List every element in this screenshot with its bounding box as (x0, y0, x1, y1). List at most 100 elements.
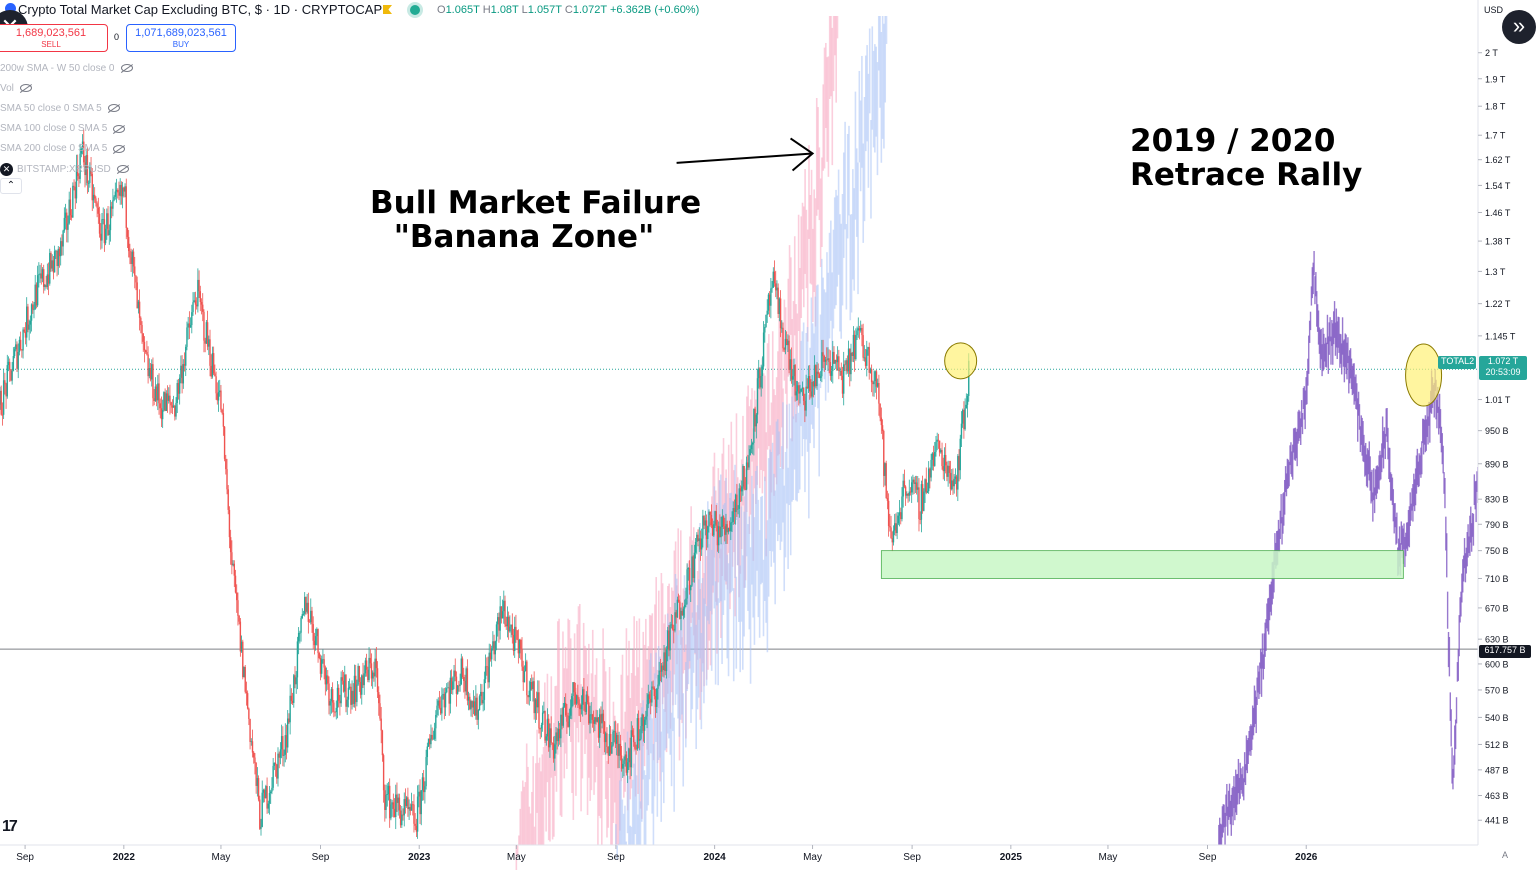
price-tick-label: 890 B (1485, 459, 1509, 469)
candle-body (358, 665, 361, 682)
candle-body (45, 285, 47, 287)
candle-body (850, 352, 852, 375)
annotation-retrace-rally[interactable]: 2019 / 2020 Retrace Rally (1130, 124, 1362, 192)
eye-hidden-icon[interactable] (113, 124, 126, 133)
candle-body (656, 688, 658, 707)
candle-body (164, 392, 166, 412)
candle-body (16, 344, 18, 369)
candle-body (900, 512, 902, 520)
candle-body (586, 694, 589, 703)
candle-body (739, 488, 742, 492)
candle-body (59, 241, 62, 257)
annotation-banana-zone[interactable]: Bull Market Failure "Banana Zone" (370, 186, 701, 254)
candle-body (891, 538, 893, 543)
candle-body (537, 692, 539, 708)
candle-body (597, 717, 600, 738)
indicator-row[interactable]: SMA 100 close 0 SMA 5 (0, 119, 133, 139)
buy-button[interactable]: 1,071,689,023,561 BUY (126, 24, 236, 52)
candle-body (51, 260, 53, 269)
candle-body (295, 677, 297, 685)
price-axis[interactable]: 2 T 1.9 T 1.8 T 1.7 T 1.62 T 1.54 T 1.46 T 1.38… (1477, 0, 1537, 870)
candle-body (166, 393, 169, 401)
candle-body (222, 413, 225, 427)
candle-body (675, 612, 677, 618)
candle-body (47, 274, 50, 284)
indicator-label: 200w SMA - W 50 close 0 (0, 62, 115, 74)
candle-body (199, 291, 202, 303)
candle-body (953, 478, 955, 487)
support-zone-rectangle[interactable] (880, 550, 1404, 579)
symbol-title[interactable]: Crypto Total Market Cap Excluding BTC, $… (18, 2, 383, 17)
candle-body (840, 370, 842, 376)
candle-body (410, 804, 413, 811)
highlight-circle[interactable] (944, 342, 978, 380)
candle-body (830, 371, 833, 376)
price-tick-label: 570 B (1485, 685, 1509, 695)
flag-icon[interactable] (383, 5, 392, 14)
eye-hidden-icon[interactable] (116, 165, 129, 174)
candle-body (518, 639, 521, 654)
candle-body (291, 700, 294, 703)
candle-body (813, 365, 816, 387)
candle-body (345, 674, 347, 707)
candle-body (910, 482, 913, 493)
ohlc-values: O1.065T H1.08T L1.057T C1.072T +6.362B (… (437, 4, 699, 16)
candle-body (963, 409, 965, 430)
ohlc-low-key: L (521, 4, 528, 16)
candle-body (177, 383, 180, 394)
indicator-row[interactable]: ✕ BITSTAMP:XRPUSD (0, 159, 133, 179)
candle-body (180, 365, 182, 378)
time-tick-label: 2024 (704, 852, 727, 863)
indicator-row[interactable]: 200w SMA - W 50 close 0 (0, 58, 133, 78)
candle-body (152, 364, 154, 399)
candle-body (875, 371, 878, 387)
chevrons-right-icon[interactable]: » (1502, 10, 1536, 44)
eye-hidden-icon[interactable] (19, 84, 32, 93)
candle-body (168, 395, 170, 401)
indicator-row[interactable]: Vol (0, 78, 133, 98)
highlight-circle[interactable] (1405, 343, 1443, 407)
candle-body (617, 735, 619, 756)
chevron-up-icon[interactable]: ⌃ (0, 178, 22, 194)
candle-body (585, 694, 588, 712)
time-axis[interactable]: Sep 2022 May Sep 2023 May Sep 2024 May Sep 2025 May… (0, 844, 1478, 863)
candle-body (845, 360, 847, 365)
currency-label[interactable]: USD (1484, 5, 1504, 15)
candle-body (804, 400, 806, 411)
auto-scale-button[interactable]: A (1502, 850, 1509, 860)
candle-body (853, 334, 856, 360)
candle-body (70, 215, 73, 218)
candle-body (768, 294, 771, 306)
candle-body (754, 408, 756, 427)
candle-body (599, 714, 601, 738)
arrow-line[interactable] (676, 152, 813, 164)
candle-body (856, 330, 858, 336)
candle-body (293, 675, 295, 703)
eye-hidden-icon[interactable] (113, 144, 126, 153)
candle-body (157, 383, 159, 401)
candle-body (121, 187, 124, 197)
candle-body (112, 200, 114, 209)
candle-body (720, 526, 722, 538)
eye-hidden-icon[interactable] (107, 104, 120, 113)
candle-body (85, 155, 87, 176)
candle-body (938, 440, 941, 453)
candle-body (663, 652, 665, 671)
candle-body (144, 350, 147, 353)
candle-body (641, 714, 643, 727)
candle-body (454, 670, 456, 677)
candle-body (648, 694, 651, 699)
remove-icon[interactable]: ✕ (0, 162, 13, 176)
candle-body (328, 683, 330, 706)
candle-body (296, 641, 299, 678)
sell-button[interactable]: 1,689,023,561 SELL (0, 24, 108, 52)
indicator-row[interactable]: SMA 50 close 0 SMA 5 (0, 98, 133, 118)
candle-body (2, 380, 5, 415)
eye-hidden-icon[interactable] (120, 64, 133, 73)
indicator-row[interactable]: SMA 200 close 0 SMA 5 (0, 139, 133, 159)
candle-body (810, 391, 812, 397)
drawing-layer[interactable] (676, 137, 1443, 579)
candle-body (549, 728, 551, 748)
candle-body (255, 763, 257, 786)
